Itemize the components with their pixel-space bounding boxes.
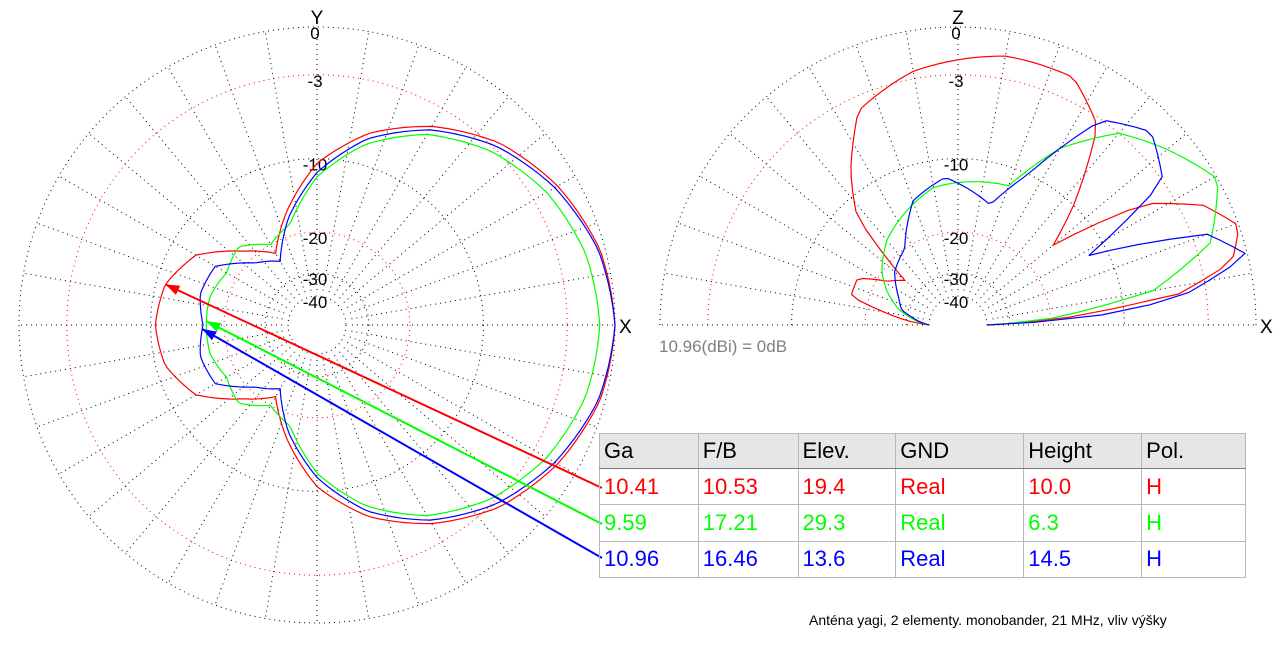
cell-gain: 10.96 bbox=[599, 540, 699, 579]
cell-elevation: 13.6 bbox=[797, 540, 897, 579]
ring-label: 0 bbox=[310, 24, 319, 43]
grid-spoke bbox=[808, 66, 941, 295]
ring-label: -40 bbox=[944, 293, 969, 312]
grid-spoke bbox=[351, 272, 611, 320]
grid-spoke bbox=[328, 44, 420, 293]
ring-label: 0 bbox=[951, 24, 960, 43]
cell-gain: 10.41 bbox=[599, 467, 699, 506]
table-row-blue: 10.96 16.46 13.6 Real 14.5 H bbox=[599, 540, 1246, 579]
cell-elevation: 29.3 bbox=[797, 504, 897, 542]
cell-ground: Real bbox=[895, 504, 1025, 542]
header-ground: GND bbox=[895, 433, 1025, 469]
grid-spoke bbox=[992, 272, 1252, 320]
pattern-curve-2 bbox=[893, 120, 1247, 326]
ring-label: -3 bbox=[307, 72, 322, 91]
ring-label: -20 bbox=[944, 229, 969, 248]
header-front-back: F/B bbox=[697, 433, 799, 469]
pointer-arrow-head-1 bbox=[206, 321, 222, 332]
header-polarization: Pol. bbox=[1141, 433, 1246, 469]
cell-front-back: 10.53 bbox=[697, 467, 799, 506]
table-row-green: 9.59 17.21 29.3 Real 6.3 H bbox=[599, 504, 1246, 542]
table-row-red: 10.41 10.53 19.4 Real 10.0 H bbox=[599, 467, 1246, 506]
grid-spoke bbox=[125, 351, 295, 554]
grid-spoke bbox=[699, 175, 928, 308]
ring-label: -30 bbox=[303, 270, 328, 289]
table-header-row: Ga F/B Elev. GND Height Pol. bbox=[599, 433, 1246, 469]
cell-polarization: H bbox=[1141, 504, 1246, 542]
reference-gain-note: 10.96(dBi) = 0dB bbox=[659, 337, 788, 356]
grid-spoke bbox=[23, 272, 283, 320]
grid-spoke bbox=[969, 44, 1061, 293]
grid-ring bbox=[864, 231, 1052, 326]
pointer-arrow-line-2 bbox=[201, 328, 603, 559]
pattern-curve-0 bbox=[850, 55, 1239, 326]
header-elevation: Elev. bbox=[797, 433, 897, 469]
grid-spoke bbox=[984, 133, 1187, 303]
pointer-arrow-line-0 bbox=[164, 283, 603, 489]
cell-elevation: 19.4 bbox=[797, 467, 897, 506]
grid-spoke bbox=[343, 347, 546, 517]
cell-height: 6.3 bbox=[1023, 504, 1143, 542]
results-table: Ga F/B Elev. GND Height Pol. 10.41 10.53… bbox=[599, 433, 1246, 579]
grid-spoke bbox=[322, 31, 370, 291]
ring-label: -20 bbox=[303, 229, 328, 248]
grid-spoke bbox=[349, 222, 598, 314]
cell-front-back: 17.21 bbox=[697, 504, 799, 542]
ring-label: -30 bbox=[944, 270, 969, 289]
grid-spoke bbox=[88, 347, 291, 517]
grid-spoke bbox=[328, 357, 420, 606]
pattern-curve-1 bbox=[881, 132, 1219, 326]
pattern-curve-2 bbox=[199, 129, 616, 521]
grid-spoke bbox=[125, 96, 295, 299]
cell-height: 14.5 bbox=[1023, 540, 1143, 579]
grid-ring bbox=[264, 272, 370, 378]
axis-label-right: X bbox=[619, 317, 632, 338]
pattern-curve-0 bbox=[154, 125, 616, 525]
grid-ring bbox=[287, 295, 347, 355]
grid-spoke bbox=[975, 66, 1108, 295]
cell-polarization: H bbox=[1141, 540, 1246, 579]
grid-spoke bbox=[347, 342, 576, 475]
cell-front-back: 16.46 bbox=[697, 540, 799, 579]
pointer-arrow-line-1 bbox=[205, 320, 603, 525]
grid-spoke bbox=[322, 359, 370, 619]
axis-label-top: Z bbox=[952, 8, 964, 29]
grid-ring bbox=[150, 158, 484, 492]
grid-ring bbox=[18, 26, 616, 624]
grid-spoke bbox=[990, 222, 1239, 314]
header-gain: Ga bbox=[599, 433, 699, 469]
pointer-arrow-head-0 bbox=[165, 284, 181, 295]
ring-label: -10 bbox=[944, 156, 969, 175]
pointer-arrow-head-2 bbox=[202, 329, 217, 341]
grid-spoke bbox=[351, 330, 611, 378]
axis-label-right: X bbox=[1260, 317, 1273, 338]
cell-polarization: H bbox=[1141, 467, 1246, 506]
grid-ring bbox=[928, 295, 988, 326]
grid-spoke bbox=[347, 175, 576, 308]
header-height: Height bbox=[1023, 433, 1143, 469]
cell-ground: Real bbox=[895, 540, 1025, 579]
pointer-arrows bbox=[164, 283, 603, 559]
grid-spoke bbox=[214, 357, 306, 606]
cell-ground: Real bbox=[895, 467, 1025, 506]
grid-spoke bbox=[343, 133, 546, 303]
ring-label: -3 bbox=[948, 72, 963, 91]
pattern-curve-1 bbox=[205, 133, 601, 517]
axis-label-top: Y bbox=[311, 8, 324, 29]
cell-height: 10.0 bbox=[1023, 467, 1143, 506]
elevation-polar-plot: 0 -3 -10 -20 -30 -40 Z X bbox=[659, 8, 1273, 338]
chart-caption: Anténa yagi, 2 elementy. monobander, 21 … bbox=[809, 612, 1167, 628]
grid-ring bbox=[223, 231, 411, 419]
ring-label: -40 bbox=[303, 293, 328, 312]
grid-spoke bbox=[88, 133, 291, 303]
cell-gain: 9.59 bbox=[599, 504, 699, 542]
grid-spoke bbox=[980, 96, 1150, 299]
